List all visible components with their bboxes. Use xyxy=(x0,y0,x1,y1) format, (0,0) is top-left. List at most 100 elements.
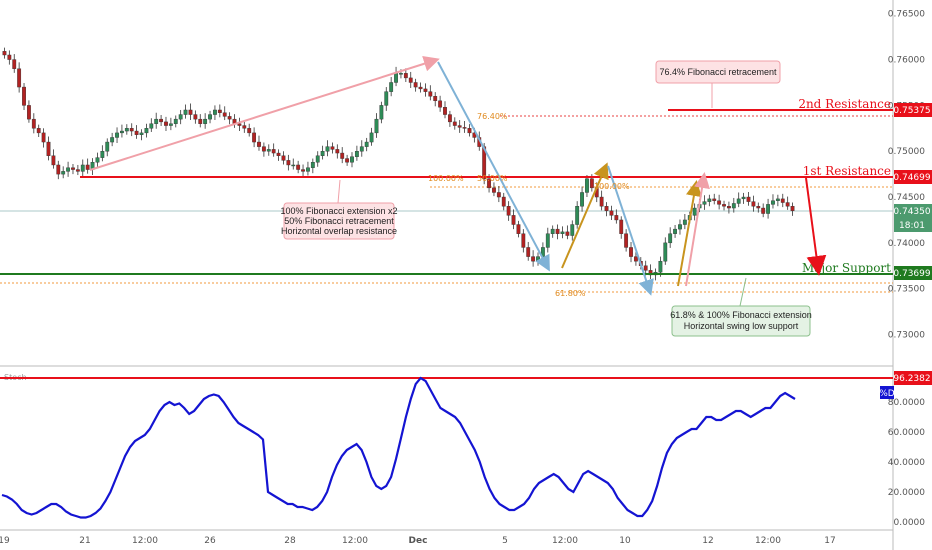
candle-body xyxy=(134,130,139,135)
first-resistance-label: 1st Resistance xyxy=(803,164,891,178)
candle-body xyxy=(423,88,428,92)
candle-body xyxy=(536,256,540,262)
candle-body xyxy=(27,105,31,120)
candle-body xyxy=(418,86,423,90)
svg-text:96.2382: 96.2382 xyxy=(893,374,930,384)
stoch-d-tag: %D xyxy=(879,386,895,399)
candle-body xyxy=(467,128,472,134)
candle-body xyxy=(526,247,531,257)
candle-body xyxy=(663,242,668,262)
candle-body xyxy=(712,198,717,201)
candle-body xyxy=(80,164,85,172)
candle-body xyxy=(545,233,550,248)
price-tick-label: 0.74500 xyxy=(888,193,925,203)
candle-body xyxy=(438,100,443,108)
candle-body xyxy=(736,198,741,204)
candle-body xyxy=(46,141,51,156)
candle-body xyxy=(413,82,418,88)
candle-body xyxy=(565,231,570,236)
candle-body xyxy=(389,82,394,92)
time-tick-label: 5 xyxy=(502,536,508,546)
candle-body xyxy=(124,128,129,132)
candle-body xyxy=(120,130,124,134)
candle-body xyxy=(374,118,379,134)
arrow-blue-2 xyxy=(607,165,654,296)
candle-body xyxy=(501,196,506,207)
candle-body xyxy=(105,141,110,152)
svg-text:0.73699: 0.73699 xyxy=(893,269,930,279)
arrow-gold-1 xyxy=(561,162,609,269)
arrow-pink-1 xyxy=(89,56,440,171)
price-tick-label: 0.76500 xyxy=(888,10,925,20)
candle-body xyxy=(281,155,286,161)
candle-body xyxy=(531,256,536,262)
candle-body xyxy=(203,118,208,124)
candle-body xyxy=(741,196,746,200)
candle-body xyxy=(614,215,619,221)
candle-body xyxy=(345,158,350,163)
candle-body xyxy=(447,114,452,123)
time-tick-label: 12:00 xyxy=(132,536,158,546)
candle-body xyxy=(51,155,56,166)
candle-body xyxy=(266,149,271,152)
candle-body xyxy=(168,123,173,126)
candle-body xyxy=(350,156,354,163)
candle-body xyxy=(154,118,159,124)
candle-body xyxy=(237,123,242,126)
fib-label-100-a: 100.00% xyxy=(428,174,464,183)
price-tag-current: 0.74350 18:01 xyxy=(893,204,932,232)
candle-body xyxy=(301,169,305,172)
resistance-note-1: 100% Fibonacci extension x2 xyxy=(280,206,397,216)
candle-body xyxy=(492,187,496,193)
time-tick-label: 17 xyxy=(824,536,835,546)
stoch-tick-label: 20.0000 xyxy=(888,488,925,498)
candle-body xyxy=(394,73,398,83)
candle-body xyxy=(22,86,26,106)
candle-body xyxy=(658,260,663,273)
candle-body xyxy=(178,114,183,120)
candle-body xyxy=(511,215,516,225)
candle-body xyxy=(315,155,320,163)
candle-body xyxy=(785,202,790,207)
support-note-1: 61.8% & 100% Fibonacci extension xyxy=(670,310,812,320)
candle-body xyxy=(550,228,555,234)
candle-body xyxy=(496,192,501,198)
candle-body xyxy=(369,132,374,143)
price-tick-label: 0.74000 xyxy=(888,239,925,249)
svg-text:18:01: 18:01 xyxy=(899,221,925,231)
candle-body xyxy=(296,164,301,170)
candle-body xyxy=(100,151,105,158)
candle-body xyxy=(403,73,408,79)
candle-body xyxy=(560,231,565,234)
time-tick-label: 12:00 xyxy=(342,536,368,546)
svg-text:0.74350: 0.74350 xyxy=(893,207,930,217)
candle-body xyxy=(555,228,560,234)
candle-body xyxy=(678,224,682,230)
stoch-axis-ticks: 80.0000 60.0000 40.0000 20.0000 0.0000 xyxy=(888,398,925,528)
candle-body xyxy=(227,116,232,120)
candle-body xyxy=(310,162,315,168)
candle-body xyxy=(399,73,403,75)
top-note: 76.4% Fibonacci retracement xyxy=(659,67,777,77)
candle-body xyxy=(731,203,736,209)
candle-body xyxy=(330,146,335,150)
candle-body xyxy=(257,141,261,147)
arrow-blue-1 xyxy=(437,61,550,272)
candle-body xyxy=(7,54,12,60)
candle-body xyxy=(624,233,629,248)
candle-body xyxy=(354,151,359,157)
support-note-2: Horizontal swing low support xyxy=(684,321,799,331)
candle-body xyxy=(585,178,589,193)
candle-body xyxy=(506,206,511,216)
support-callout: 61.8% & 100% Fibonacci extension Horizon… xyxy=(670,277,812,337)
price-tick-label: 0.75000 xyxy=(888,147,925,157)
candle-body xyxy=(604,206,609,211)
candle-body xyxy=(41,132,46,143)
candle-body xyxy=(183,109,188,115)
candle-body xyxy=(722,204,726,207)
candle-body xyxy=(306,167,310,172)
candle-body xyxy=(115,132,119,138)
candle-body xyxy=(599,196,604,207)
candle-body xyxy=(580,192,584,207)
stoch-level-tag: 96.2382 xyxy=(893,371,932,385)
